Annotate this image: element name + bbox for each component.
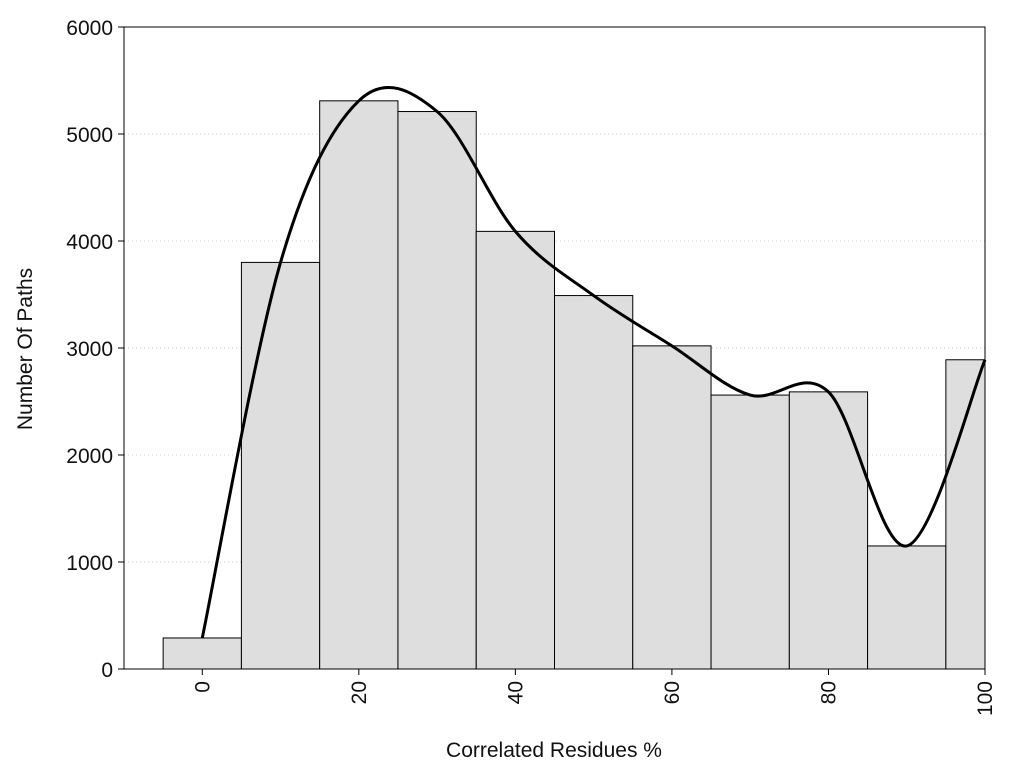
x-tick-label: 80 — [817, 681, 840, 704]
y-axis-title: Number Of Paths — [14, 268, 37, 430]
x-tick-label: 0 — [191, 681, 214, 693]
histogram-bar — [397, 111, 477, 670]
histogram-bar — [632, 345, 712, 670]
trend-line — [200, 85, 987, 639]
x-tick-label: 100 — [974, 681, 997, 716]
y-tick-label: 6000 — [66, 17, 113, 40]
x-axis-ticks: 0 20 40 60 80 100 — [191, 669, 997, 716]
histogram-bar — [554, 295, 634, 670]
y-tick-label: 1000 — [66, 552, 113, 575]
x-tick-label: 40 — [504, 681, 527, 704]
histogram-bar — [945, 359, 986, 670]
histogram-bar — [240, 261, 321, 670]
y-tick-label: 4000 — [66, 231, 113, 254]
y-tick-label: 3000 — [66, 338, 113, 361]
histogram-bar — [475, 230, 555, 670]
histogram-bars — [162, 100, 986, 670]
y-tick-label: 5000 — [66, 124, 113, 147]
y-axis-ticks: 0 1000 2000 3000 4000 5000 6000 — [66, 17, 124, 682]
x-axis-title: Correlated Residues % — [446, 739, 662, 762]
y-tick-label: 0 — [101, 659, 113, 682]
trend-curve — [200, 85, 987, 639]
x-tick-label: 20 — [348, 681, 371, 704]
histogram-bar — [319, 100, 399, 670]
x-tick-label: 60 — [661, 681, 684, 704]
histogram-bar — [162, 637, 242, 670]
histogram-bar — [710, 394, 790, 670]
histogram-bar — [867, 545, 947, 670]
histogram-bar — [788, 391, 869, 670]
y-tick-label: 2000 — [66, 445, 113, 468]
